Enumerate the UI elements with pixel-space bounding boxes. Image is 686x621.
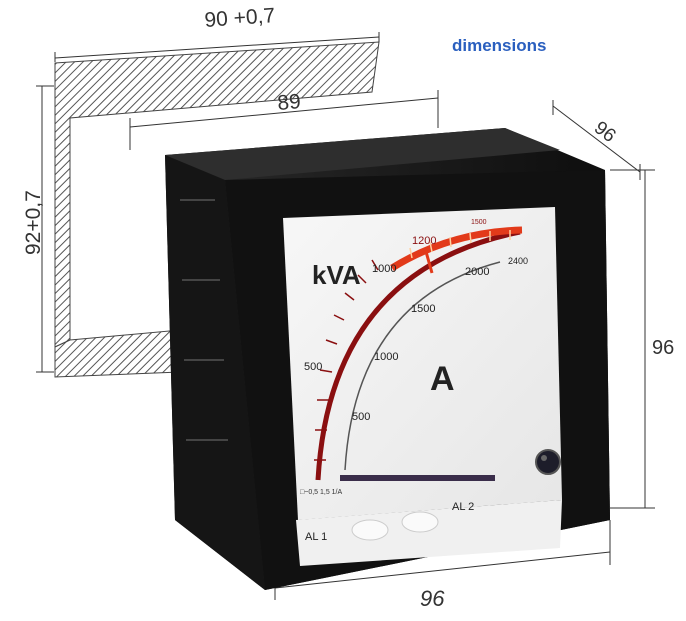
outer-scale-label: 2400 (508, 256, 528, 266)
front-height-label: 96 (652, 337, 674, 359)
outer-scale-label: 1200 (412, 235, 436, 247)
inner-scale-label: 1000 (374, 351, 398, 363)
front-depth-label: 96 (590, 117, 620, 147)
dial-footnote: □~0,5 1,5 1/A (300, 489, 343, 496)
inner-scale-label: 500 (352, 411, 370, 423)
outer-scale-label: 1000 (372, 263, 396, 275)
inner-scale-label: 1500 (411, 303, 435, 315)
dimension-lines (36, 32, 655, 600)
alarm-1-button (351, 519, 389, 541)
front-width-label: 96 (420, 586, 445, 611)
depth-label: 89 (276, 90, 301, 115)
outer-scale-label: 1500 (471, 219, 487, 226)
alarm-2-button (401, 511, 439, 533)
alarm-scale-arc (390, 226, 523, 271)
inner-scale-arc (344, 261, 501, 471)
outer-scale-arc (315, 229, 521, 481)
alarm-1-label: AL 1 (305, 531, 327, 543)
inner-scale-label: 2000 (465, 266, 489, 278)
unit-center-label: A (430, 360, 455, 398)
alarm-2-label: AL 2 (452, 501, 474, 513)
unit-top-label: kVA (312, 260, 361, 290)
meter-dial (283, 207, 562, 566)
dimensions-heading: dimensions (452, 36, 547, 55)
cutout-width-label: 90 +0,7 (204, 4, 276, 32)
adjustment-knob (535, 449, 561, 475)
outer-scale-label: 500 (304, 361, 322, 373)
dial-text: kVA A 500 1000 1200 1500 2400 500 1000 1… (300, 219, 528, 543)
cutout-height-label: 92+0,7 (22, 190, 45, 255)
